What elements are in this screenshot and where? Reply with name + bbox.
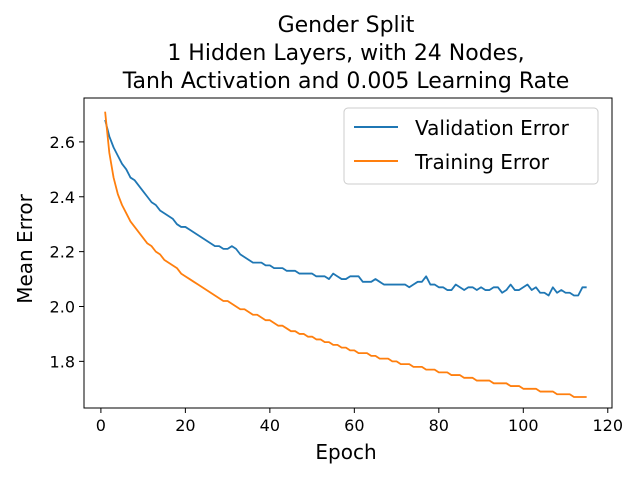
y-tick-label: 1.8	[50, 352, 75, 371]
series-lines	[104, 111, 587, 398]
y-axis-ticks: 1.8 2.0 2.2 2.4 2.6	[50, 133, 84, 371]
y-tick-label: 2.4	[50, 188, 75, 207]
x-tick-label: 60	[344, 416, 364, 435]
x-tick-label: 20	[175, 416, 195, 435]
x-tick-label: 80	[429, 416, 449, 435]
y-tick-label: 2.6	[50, 133, 75, 152]
x-axis-ticks: 0 20 40 60 80 100 120	[96, 408, 623, 435]
y-axis-label: Mean Error	[13, 193, 37, 303]
y-tick-label: 2.2	[50, 243, 75, 262]
chart-title-line-3: Tanh Activation and 0.005 Learning Rate	[122, 69, 570, 94]
legend-box	[343, 107, 599, 185]
y-tick-label: 2.0	[50, 297, 75, 316]
legend-label-training-error: Training Error	[414, 150, 550, 174]
x-tick-label: 120	[593, 416, 624, 435]
chart-title: Gender Split 1 Hidden Layers, with 24 No…	[122, 13, 570, 94]
chart-title-line-1: Gender Split	[278, 13, 415, 38]
legend: Validation Error Training Error	[343, 107, 599, 185]
series-line-validation-error	[104, 119, 587, 297]
chart-title-line-2: 1 Hidden Layers, with 24 Nodes,	[167, 41, 524, 66]
x-axis-label: Epoch	[315, 440, 376, 464]
x-tick-label: 40	[260, 416, 280, 435]
series-line-training-error	[104, 111, 587, 398]
legend-label-validation-error: Validation Error	[415, 116, 570, 140]
x-tick-label: 0	[96, 416, 106, 435]
x-tick-label: 100	[508, 416, 539, 435]
